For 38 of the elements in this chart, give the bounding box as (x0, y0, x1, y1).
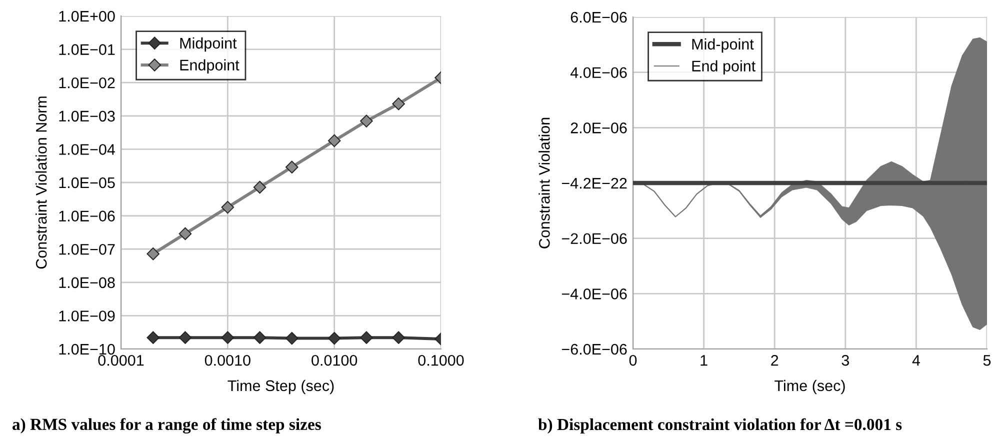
y-tick-label: 1.0E−06 (59, 210, 115, 222)
y-tick-label: 6.0E−06 (570, 12, 627, 23)
y-tick-label: −4.0E−06 (562, 288, 627, 300)
y-tick-label: 1.0E−03 (59, 110, 115, 122)
x-axis-title: Time (sec) (774, 380, 845, 394)
y-axis-title: Constraint Violation (538, 118, 550, 248)
y-tick-label: 1.0E−09 (59, 310, 115, 322)
x-tick-label: 0.1000 (418, 354, 464, 366)
legend-label: Mid-point (692, 38, 754, 53)
y-axis-title: Constraint Violation Norm (36, 96, 47, 269)
y-tick-label: 1.0E−07 (59, 244, 115, 255)
x-axis-title: Time Step (sec) (228, 380, 334, 394)
x-tick-label: 0 (629, 354, 637, 366)
legend-label: Endpoint (180, 59, 240, 74)
y-tick-label: 1.0E+00 (59, 10, 115, 22)
y-tick-label: 1.0E−08 (59, 277, 115, 288)
x-tick-label: 1 (700, 355, 708, 366)
x-tick-label: 0.0100 (312, 354, 358, 366)
y-tick-label: 2.0E−06 (570, 122, 627, 134)
y-tick-label: −6.0E−06 (562, 344, 627, 355)
x-tick-label: 0.0010 (204, 354, 250, 366)
y-tick-label: −2.0E−06 (562, 233, 627, 244)
y-tick-label: 1.0E−10 (59, 344, 115, 355)
x-tick-label: 2 (771, 354, 778, 366)
y-tick-label: −4.2E−22 (562, 178, 627, 189)
text: a) RMS values for a range of time step sizes (12, 418, 321, 434)
legend-label: Midpoint (180, 37, 237, 52)
text: b) Displacement constraint violation for Δt =0.001 s (538, 418, 902, 434)
y-tick-label: 1.0E−04 (59, 144, 115, 155)
x-tick-label: 4 (912, 355, 920, 366)
y-tick-label: 4.0E−06 (570, 67, 627, 78)
x-tick-label: 3 (842, 354, 849, 366)
x-tick-label: 5 (983, 355, 991, 366)
y-tick-label: 1.0E−02 (59, 77, 115, 88)
y-tick-label: 1.0E−05 (59, 177, 115, 188)
x-tick-label: 0.0001 (98, 354, 144, 366)
y-tick-label: 1.0E−01 (59, 44, 115, 55)
legend-label: End point (692, 60, 756, 75)
